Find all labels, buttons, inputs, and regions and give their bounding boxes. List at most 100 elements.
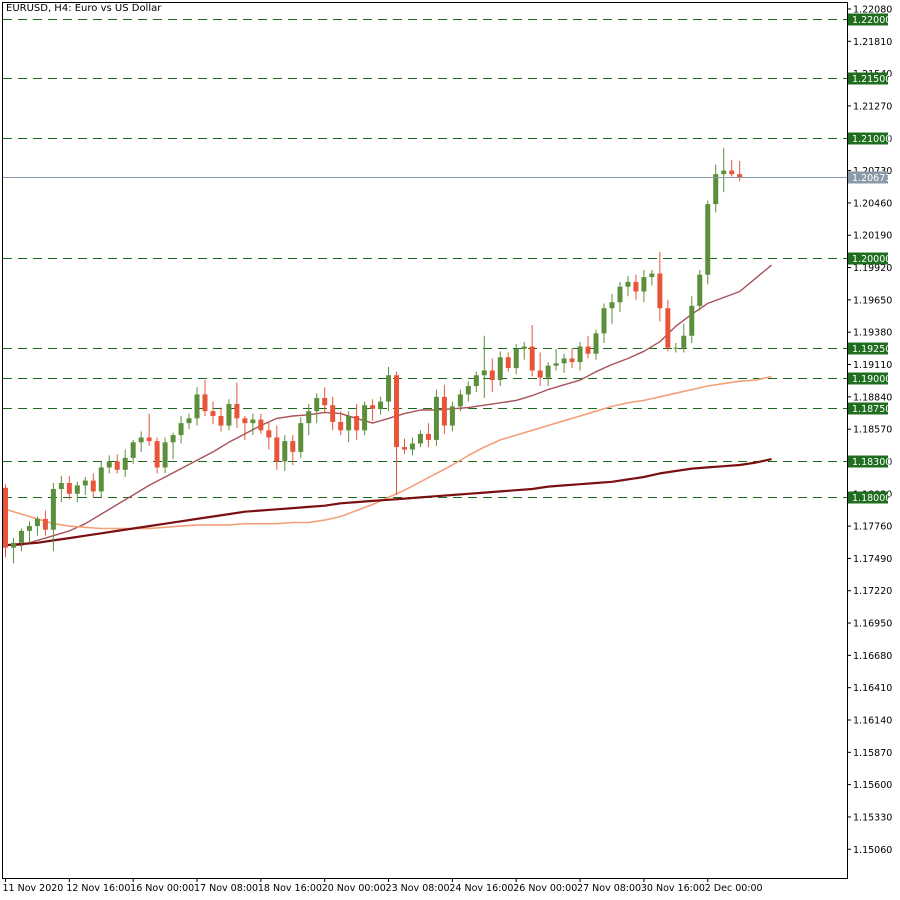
candle[interactable]	[122, 449, 128, 478]
candle[interactable]	[593, 329, 599, 360]
candle-body	[362, 405, 368, 431]
candle[interactable]	[74, 481, 80, 503]
candle[interactable]	[673, 342, 679, 353]
candle[interactable]	[242, 415, 248, 440]
candle[interactable]	[234, 382, 240, 428]
candle[interactable]	[449, 401, 455, 432]
candle[interactable]	[425, 423, 431, 448]
candle[interactable]	[569, 347, 575, 369]
candle[interactable]	[721, 147, 727, 193]
candle[interactable]	[633, 274, 639, 300]
candle[interactable]	[537, 352, 543, 387]
candle[interactable]	[681, 323, 687, 353]
candle[interactable]	[170, 432, 176, 460]
candle[interactable]	[98, 461, 104, 498]
candle[interactable]	[697, 269, 703, 311]
candle[interactable]	[665, 299, 671, 352]
candle[interactable]	[250, 413, 256, 436]
candle[interactable]	[705, 200, 711, 285]
candle[interactable]	[417, 430, 423, 448]
candle[interactable]	[441, 384, 447, 434]
candle[interactable]	[162, 437, 168, 474]
candle[interactable]	[322, 387, 328, 414]
candle[interactable]	[481, 335, 487, 399]
candle[interactable]	[649, 269, 655, 286]
candle[interactable]	[473, 371, 479, 393]
candle-body	[593, 333, 599, 354]
candle[interactable]	[729, 159, 735, 177]
candle[interactable]	[106, 455, 112, 474]
candle[interactable]	[90, 473, 96, 498]
candle[interactable]	[402, 438, 407, 455]
candle[interactable]	[290, 435, 296, 466]
candle[interactable]	[34, 516, 40, 536]
candle[interactable]	[202, 380, 208, 416]
candle[interactable]	[521, 341, 527, 360]
candle[interactable]	[465, 381, 471, 402]
candle[interactable]	[529, 324, 535, 377]
candle[interactable]	[82, 477, 88, 495]
candle[interactable]	[362, 401, 368, 436]
level-label-bg	[848, 252, 888, 265]
candle[interactable]	[146, 413, 152, 446]
candle[interactable]	[186, 413, 192, 430]
candle[interactable]	[577, 341, 583, 371]
candle[interactable]	[713, 164, 719, 213]
candle[interactable]	[657, 251, 663, 322]
candle[interactable]	[154, 437, 160, 474]
candle[interactable]	[298, 417, 304, 458]
candle[interactable]	[609, 293, 615, 324]
candle[interactable]	[617, 281, 623, 312]
candle[interactable]	[641, 269, 647, 303]
candle[interactable]	[306, 403, 312, 436]
candle[interactable]	[218, 407, 224, 432]
candle[interactable]	[409, 437, 415, 456]
candle[interactable]	[370, 399, 376, 421]
candle[interactable]	[226, 399, 232, 431]
candle[interactable]	[354, 403, 360, 440]
candle[interactable]	[497, 351, 503, 387]
candle[interactable]	[346, 411, 352, 443]
candle[interactable]	[274, 425, 280, 470]
candle[interactable]	[282, 435, 288, 472]
candle[interactable]	[689, 296, 695, 343]
candle[interactable]	[258, 413, 264, 434]
candle[interactable]	[26, 521, 32, 543]
candle[interactable]	[194, 387, 200, 426]
candle[interactable]	[553, 348, 559, 371]
candle[interactable]	[505, 352, 511, 372]
candle[interactable]	[266, 421, 272, 450]
candle[interactable]	[489, 358, 495, 393]
candle[interactable]	[513, 344, 519, 375]
candle[interactable]	[338, 411, 344, 436]
candle[interactable]	[50, 482, 56, 552]
candle[interactable]	[433, 389, 439, 446]
candle[interactable]	[601, 303, 607, 343]
candle[interactable]	[545, 362, 551, 387]
candle-body	[90, 480, 96, 492]
candle[interactable]	[66, 475, 72, 500]
candle[interactable]	[42, 510, 48, 536]
candle[interactable]	[386, 366, 392, 412]
candle[interactable]	[330, 396, 336, 431]
candle[interactable]	[585, 335, 591, 359]
candle-body	[66, 482, 72, 494]
candle[interactable]	[625, 275, 631, 297]
candle[interactable]	[10, 538, 16, 564]
candle-body	[489, 370, 495, 381]
candle[interactable]	[561, 353, 567, 373]
candle[interactable]	[314, 393, 320, 424]
candle[interactable]	[130, 439, 136, 464]
candle[interactable]	[210, 401, 216, 425]
candle[interactable]	[178, 415, 184, 444]
candle[interactable]	[3, 484, 8, 558]
candle[interactable]	[457, 389, 463, 412]
candle[interactable]	[114, 454, 120, 474]
candle[interactable]	[18, 528, 24, 552]
candle[interactable]	[58, 475, 64, 503]
candle[interactable]	[138, 431, 144, 452]
candle[interactable]	[378, 396, 384, 415]
candle[interactable]	[394, 371, 400, 495]
candle-body	[82, 480, 88, 486]
